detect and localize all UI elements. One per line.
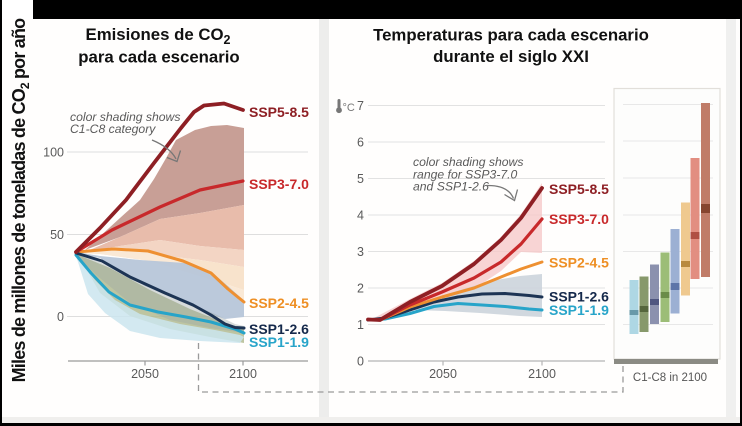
svg-text:°C: °C <box>343 102 355 114</box>
svg-text:SSP1-1.9: SSP1-1.9 <box>249 334 309 350</box>
svg-text:SSP5-8.5: SSP5-8.5 <box>249 104 309 120</box>
svg-text:and SSP1-2.6: and SSP1-2.6 <box>413 180 489 194</box>
svg-text:3: 3 <box>357 245 364 259</box>
svg-text:range for SSP3-7.0: range for SSP3-7.0 <box>413 168 518 182</box>
svg-text:2100: 2100 <box>528 367 556 381</box>
svg-text:SSP1-2.6: SSP1-2.6 <box>549 289 609 305</box>
svg-text:SSP1-2.6: SSP1-2.6 <box>249 321 309 337</box>
svg-text:5: 5 <box>357 172 364 186</box>
svg-text:6: 6 <box>357 136 364 150</box>
svg-text:Miles de millones de toneladas: Miles de millones de toneladas de CO2 po… <box>9 18 32 383</box>
svg-text:SSP1-1.9: SSP1-1.9 <box>549 302 609 318</box>
svg-text:0: 0 <box>357 355 364 369</box>
svg-text:durante el siglo XXI: durante el siglo XXI <box>433 47 589 66</box>
svg-text:SSP5-8.5: SSP5-8.5 <box>549 181 609 197</box>
svg-text:100: 100 <box>43 146 64 160</box>
svg-text:C1-C8 category: C1-C8 category <box>70 122 156 136</box>
svg-text:color shading shows: color shading shows <box>413 155 523 169</box>
svg-text:4: 4 <box>357 209 364 223</box>
svg-text:SSP2-4.5: SSP2-4.5 <box>249 295 309 311</box>
svg-text:SSP2-4.5: SSP2-4.5 <box>549 255 609 271</box>
svg-text:2100: 2100 <box>229 367 257 381</box>
svg-text:SSP3-7.0: SSP3-7.0 <box>249 176 309 192</box>
svg-text:2: 2 <box>357 282 364 296</box>
svg-text:0: 0 <box>57 310 64 324</box>
svg-text:2050: 2050 <box>429 367 457 381</box>
svg-text:2050: 2050 <box>131 367 159 381</box>
svg-text:50: 50 <box>50 228 64 242</box>
svg-text:para cada escenario: para cada escenario <box>78 48 239 67</box>
svg-text:7: 7 <box>357 99 364 113</box>
svg-text:Emisiones de CO2: Emisiones de CO2 <box>86 25 231 47</box>
svg-text:Temperaturas para cada escenar: Temperaturas para cada escenario <box>373 26 649 45</box>
svg-text:SSP3-7.0: SSP3-7.0 <box>549 211 609 227</box>
svg-text:1: 1 <box>357 318 364 332</box>
svg-text:color shading shows: color shading shows <box>70 110 180 124</box>
svg-text:C1-C8 in 2100: C1-C8 in 2100 <box>633 372 707 384</box>
